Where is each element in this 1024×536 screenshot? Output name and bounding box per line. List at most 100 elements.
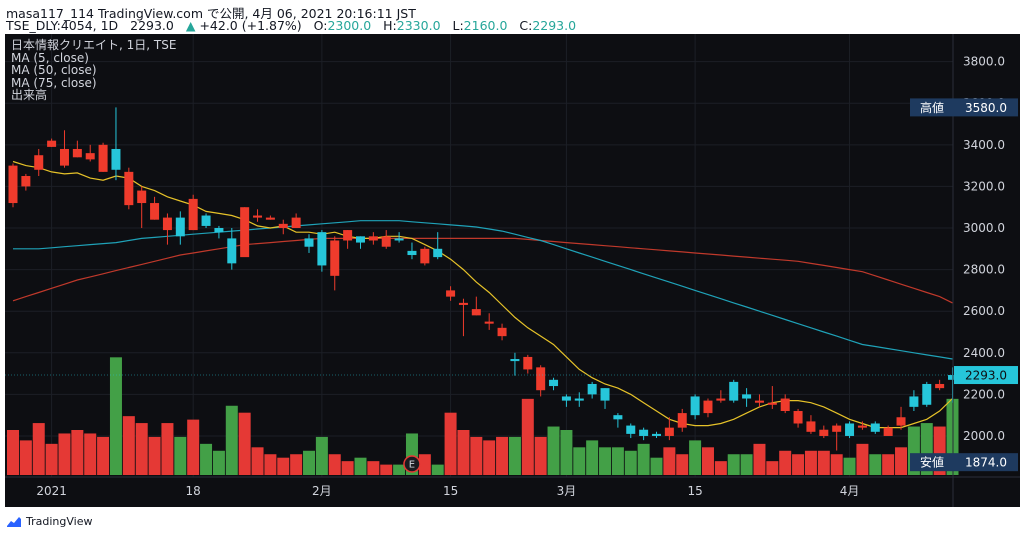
volume-bar xyxy=(779,450,792,475)
candle-body[interactable] xyxy=(124,171,134,206)
candle-body[interactable] xyxy=(471,309,481,316)
candle-body[interactable] xyxy=(381,236,391,247)
candle-body[interactable] xyxy=(162,217,172,231)
volume-bar xyxy=(611,447,624,475)
candle-body[interactable] xyxy=(214,228,224,233)
candle-body[interactable] xyxy=(240,207,250,258)
candle-body[interactable] xyxy=(639,429,649,436)
candle-body[interactable] xyxy=(227,238,237,264)
ma5-line xyxy=(12,160,953,429)
legend-ma50[interactable]: MA (50, close) xyxy=(11,63,97,78)
volume-bar xyxy=(689,440,702,475)
candle-body[interactable] xyxy=(497,327,507,337)
candle-body[interactable] xyxy=(523,356,533,370)
candle-body[interactable] xyxy=(446,290,456,297)
candle-body[interactable] xyxy=(484,321,494,324)
candle-body[interactable] xyxy=(278,223,288,229)
candle-body[interactable] xyxy=(664,427,674,436)
candle-body[interactable] xyxy=(896,417,906,426)
candle-body[interactable] xyxy=(420,248,430,264)
volume-bar xyxy=(740,454,753,475)
candle-body[interactable] xyxy=(8,165,18,204)
legend-ma75[interactable]: MA (75, close) xyxy=(11,75,97,90)
candle-body[interactable] xyxy=(819,429,829,436)
candle-body[interactable] xyxy=(407,250,417,256)
candle-body[interactable] xyxy=(587,383,597,395)
candle-body[interactable] xyxy=(72,148,82,158)
last-price: 2293.0 xyxy=(130,18,174,33)
candle-body[interactable] xyxy=(806,421,816,432)
candle-body[interactable] xyxy=(716,398,726,401)
candle-body[interactable] xyxy=(742,394,752,399)
volume-bar xyxy=(251,447,264,475)
candle-body[interactable] xyxy=(754,400,764,403)
candle-body[interactable] xyxy=(330,240,340,276)
candle-body[interactable] xyxy=(355,236,365,243)
low-price-tag-value-box xyxy=(954,453,1018,472)
volume-bar xyxy=(637,443,650,475)
candle-body[interactable] xyxy=(574,398,584,401)
candle-body[interactable] xyxy=(175,217,185,237)
candle-body[interactable] xyxy=(150,203,160,220)
candle-body[interactable] xyxy=(291,217,301,229)
volume-bar xyxy=(122,416,135,475)
candle-body[interactable] xyxy=(394,238,404,241)
candle-body[interactable] xyxy=(59,148,69,166)
candle-body[interactable] xyxy=(600,388,610,401)
candle-body[interactable] xyxy=(317,232,327,266)
candle-body[interactable] xyxy=(883,427,893,436)
candle-body[interactable] xyxy=(832,425,842,432)
candle-body[interactable] xyxy=(510,359,520,362)
candle-body[interactable] xyxy=(253,215,263,218)
legend-volume[interactable]: 出来高 xyxy=(11,88,48,103)
candle-body[interactable] xyxy=(536,367,546,391)
candle-body[interactable] xyxy=(613,415,623,420)
candle-body[interactable] xyxy=(47,140,57,147)
chart-area[interactable]: 2000.0 2200.0 2400.0 2600.0 2800.0 3000.0 3200… xyxy=(5,34,1020,507)
candle-body[interactable] xyxy=(458,302,468,305)
volume-bar xyxy=(148,436,161,475)
candle-body[interactable] xyxy=(780,398,790,412)
volume-bar xyxy=(187,419,200,475)
candle-body[interactable] xyxy=(652,433,661,436)
candle-body[interactable] xyxy=(433,248,443,258)
candle-body[interactable] xyxy=(34,155,44,170)
candle-body[interactable] xyxy=(793,411,803,424)
candle-body[interactable] xyxy=(857,425,867,428)
candle-body[interactable] xyxy=(368,236,378,241)
candle-body[interactable] xyxy=(85,153,95,160)
earnings-marker-icon[interactable] xyxy=(403,455,421,473)
candle-body[interactable] xyxy=(729,381,739,401)
tradingview-logo[interactable]: TradingView xyxy=(6,515,92,528)
candle-body[interactable] xyxy=(935,383,945,389)
candle-body[interactable] xyxy=(690,396,700,416)
y-tick-label: 2600.0 xyxy=(963,304,1005,318)
candle-body[interactable] xyxy=(870,423,880,432)
x-tick-label: 3月 xyxy=(557,484,577,498)
candle-body[interactable] xyxy=(21,176,31,187)
candle-body[interactable] xyxy=(767,402,777,405)
volume-bar xyxy=(701,447,714,475)
price-chart[interactable]: 2000.0 2200.0 2400.0 2600.0 2800.0 3000.0 3200… xyxy=(5,34,1020,507)
candle-body[interactable] xyxy=(677,413,687,428)
candle-body[interactable] xyxy=(265,217,275,220)
candle-body[interactable] xyxy=(137,190,147,204)
candle-body[interactable] xyxy=(343,230,353,241)
open-value: 2300.0 xyxy=(327,18,372,33)
candle-body[interactable] xyxy=(304,238,314,247)
volume-bar xyxy=(483,440,496,475)
candle-body[interactable] xyxy=(98,144,108,172)
candle-body[interactable] xyxy=(188,198,198,231)
candle-body[interactable] xyxy=(561,396,571,401)
candle-body[interactable] xyxy=(111,148,121,170)
candle-body[interactable] xyxy=(922,383,932,405)
high-price-tag-value-box xyxy=(954,98,1018,117)
candle-body[interactable] xyxy=(703,400,713,414)
candle-body[interactable] xyxy=(845,423,855,436)
legend-ma5[interactable]: MA (5, close) xyxy=(11,50,89,65)
candle-body[interactable] xyxy=(201,215,211,226)
volume-bar xyxy=(895,447,908,475)
candle-body[interactable] xyxy=(626,425,636,434)
candle-body[interactable] xyxy=(909,396,919,407)
candle-body[interactable] xyxy=(549,379,559,387)
